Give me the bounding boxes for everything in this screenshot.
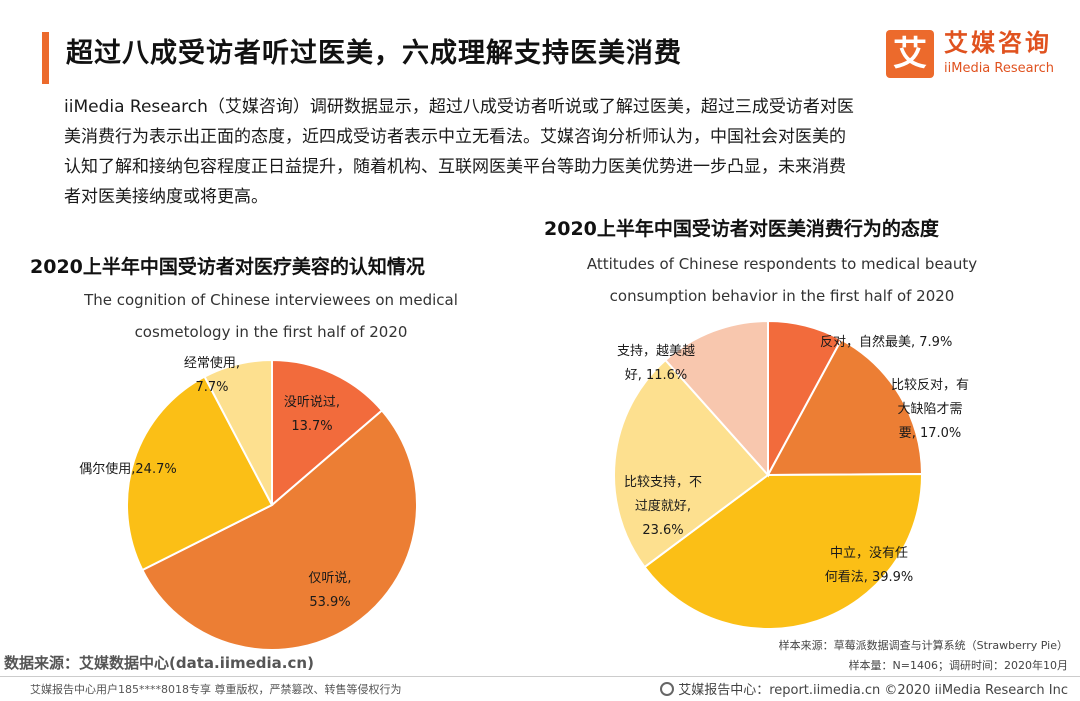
globe-icon	[660, 682, 675, 696]
right-chart-subtitle-line: Attitudes of Chinese respondents to medi…	[586, 255, 978, 273]
right-pie-slice-label-2: 中立，没有任何看法, 39.9%	[825, 546, 914, 585]
left-pie-slice-label-0: 没听说过, 13.7%	[284, 395, 340, 434]
intro-line: 认知了解和接纳包容程度正日益提升，随着机构、互联网医美平台等助力医美优势进一步凸…	[64, 157, 846, 177]
footer-site: 艾媒报告中心：report.iimedia.cn ©2020 iiMedia R…	[660, 679, 1068, 698]
logo-mark-icon: 艾	[886, 30, 934, 78]
intro-line: 者对医美接纳度或将更高。	[64, 187, 268, 207]
right-pie-slice-3	[613, 358, 770, 569]
sample-size-text: 样本量：N=1406；调研时间：2020年10月	[848, 659, 1068, 672]
copyright-notice: 艾媒报告中心用户185****8018专享 尊重版权，严禁篡改、转售等侵权行为	[30, 683, 402, 696]
right-pie-slice-2	[643, 473, 924, 631]
right-pie-slice-label-1: 比较反对，有大缺陷才需要, 17.0%	[891, 378, 969, 441]
left-pie-slice-2	[125, 375, 274, 572]
right-pie-slice-label-4: 支持，越美越好, 11.6%	[617, 344, 695, 383]
left-pie-slice-3	[203, 358, 273, 506]
left-chart-subtitle: The cognition of Chinese interviewees on…	[40, 284, 502, 348]
left-pie-slice-1	[141, 409, 418, 651]
sample-source-text: 样本来源：草莓派数据调查与计算系统（Strawberry Pie）	[778, 639, 1068, 652]
left-pie-slice-0	[271, 358, 384, 508]
intro-line: 美消费行为表示出正面的态度，近四成受访者表示中立无看法。艾媒咨询分析师认为，中国…	[64, 127, 846, 147]
logo-cn-text: 艾媒咨询	[944, 29, 1052, 57]
intro-line: iiMedia Research（艾媒咨询）调研数据显示，超过八成受访者听说或了…	[64, 97, 854, 117]
right-pie-slice-4	[664, 319, 769, 478]
left-chart-subtitle-line: The cognition of Chinese interviewees on…	[84, 291, 458, 309]
title-accent-bar	[42, 32, 49, 84]
data-source-text: 数据来源：艾媒数据中心(data.iimedia.cn)	[4, 654, 314, 672]
iimedia-logo: 艾 艾媒咨询 iiMedia Research	[886, 28, 1066, 84]
right-pie-slice-1	[766, 338, 924, 477]
right-pie-slice-label-0: 反对，自然最美, 7.9%	[820, 334, 952, 350]
page-title: 超过八成受访者听过医美，六成理解支持医美消费	[66, 38, 682, 69]
right-chart-subtitle-line: consumption behavior in the first half o…	[609, 287, 955, 305]
left-chart-subtitle-line: cosmetology in the first half of 2020	[134, 323, 408, 341]
left-chart-title: 2020上半年中国受访者对医疗美容的认知情况	[30, 256, 425, 278]
left-pie-slice-label-2: 偶尔使用,24.7%	[79, 461, 176, 477]
intro-paragraph: iiMedia Research（艾媒咨询）调研数据显示，超过八成受访者听说或了…	[64, 92, 1024, 212]
logo-en-text: iiMedia Research	[944, 61, 1055, 76]
left-pie-slice-label-1: 仅听说, 53.9%	[308, 571, 351, 610]
footer-site-text: 艾媒报告中心：report.iimedia.cn ©2020 iiMedia R…	[678, 683, 1068, 698]
footer-divider	[0, 676, 1080, 677]
left-pie-slice-label-3: 经常使用, 7.7%	[184, 355, 240, 395]
right-pie-slice-label-3: 比较支持，不过度就好, 23.6%	[624, 475, 702, 538]
sample-info: 样本来源：草莓派数据调查与计算系统（Strawberry Pie） 样本量：N=…	[779, 636, 1068, 676]
right-chart-title: 2020上半年中国受访者对医美消费行为的态度	[544, 218, 939, 240]
right-chart-subtitle: Attitudes of Chinese respondents to medi…	[540, 248, 1024, 312]
